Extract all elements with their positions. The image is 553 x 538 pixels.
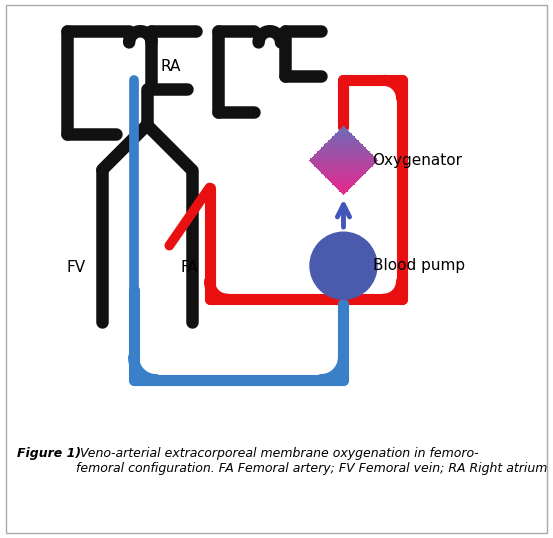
- Polygon shape: [333, 185, 353, 186]
- Polygon shape: [321, 173, 366, 174]
- Polygon shape: [322, 174, 364, 175]
- Polygon shape: [340, 191, 347, 192]
- Polygon shape: [310, 161, 377, 162]
- Text: Blood pump: Blood pump: [373, 258, 465, 273]
- Polygon shape: [320, 171, 367, 172]
- Polygon shape: [332, 183, 355, 184]
- Polygon shape: [337, 132, 351, 133]
- Polygon shape: [340, 129, 347, 130]
- Polygon shape: [332, 136, 354, 137]
- Polygon shape: [325, 144, 362, 145]
- Polygon shape: [327, 141, 360, 142]
- Polygon shape: [311, 163, 375, 164]
- Polygon shape: [312, 164, 374, 165]
- Polygon shape: [342, 193, 345, 194]
- Polygon shape: [336, 187, 351, 188]
- Polygon shape: [326, 177, 362, 178]
- Text: FV: FV: [66, 260, 86, 275]
- Polygon shape: [343, 194, 344, 195]
- Polygon shape: [332, 137, 355, 138]
- Polygon shape: [325, 176, 362, 177]
- Polygon shape: [321, 172, 366, 173]
- Polygon shape: [327, 178, 361, 179]
- Polygon shape: [341, 192, 346, 193]
- Polygon shape: [342, 126, 345, 127]
- Polygon shape: [317, 152, 370, 153]
- Polygon shape: [319, 170, 368, 171]
- Polygon shape: [315, 154, 373, 155]
- Polygon shape: [309, 160, 378, 161]
- Polygon shape: [338, 189, 349, 190]
- Polygon shape: [321, 147, 366, 148]
- Polygon shape: [330, 181, 357, 182]
- Polygon shape: [316, 153, 372, 154]
- Polygon shape: [322, 146, 364, 147]
- Polygon shape: [318, 169, 369, 170]
- Polygon shape: [334, 134, 353, 135]
- Polygon shape: [331, 138, 356, 139]
- Polygon shape: [341, 128, 346, 129]
- Polygon shape: [335, 186, 352, 187]
- Text: Oxygenator: Oxygenator: [373, 153, 462, 168]
- Polygon shape: [310, 158, 377, 159]
- Polygon shape: [327, 142, 361, 143]
- Text: Figure 1): Figure 1): [17, 447, 81, 459]
- Polygon shape: [316, 167, 372, 168]
- Polygon shape: [314, 155, 374, 156]
- Polygon shape: [315, 166, 373, 167]
- Text: Veno-arterial extracorporeal membrane oxygenation in femoro-
femoral configurati: Veno-arterial extracorporeal membrane ox…: [76, 447, 547, 475]
- Polygon shape: [324, 145, 363, 146]
- Polygon shape: [314, 165, 373, 166]
- Polygon shape: [310, 159, 377, 160]
- Polygon shape: [317, 151, 369, 152]
- Polygon shape: [324, 175, 363, 176]
- Circle shape: [310, 232, 377, 299]
- Polygon shape: [331, 182, 356, 183]
- Polygon shape: [329, 180, 358, 181]
- Text: FA: FA: [180, 260, 198, 275]
- Polygon shape: [328, 179, 359, 180]
- Polygon shape: [328, 140, 358, 141]
- Polygon shape: [338, 131, 349, 132]
- Polygon shape: [312, 156, 374, 157]
- Polygon shape: [340, 129, 347, 130]
- Polygon shape: [319, 150, 368, 151]
- Polygon shape: [342, 127, 345, 128]
- Polygon shape: [311, 157, 375, 158]
- Polygon shape: [317, 168, 370, 169]
- Polygon shape: [320, 149, 367, 150]
- Polygon shape: [330, 139, 357, 140]
- Polygon shape: [337, 188, 351, 189]
- Polygon shape: [332, 184, 354, 185]
- Text: RA: RA: [160, 59, 181, 74]
- Polygon shape: [311, 162, 376, 163]
- Polygon shape: [335, 133, 352, 134]
- Polygon shape: [322, 173, 365, 174]
- Polygon shape: [333, 135, 353, 136]
- Polygon shape: [339, 130, 348, 131]
- Polygon shape: [326, 143, 362, 144]
- Polygon shape: [320, 148, 367, 149]
- Polygon shape: [318, 151, 369, 152]
- Polygon shape: [339, 190, 348, 191]
